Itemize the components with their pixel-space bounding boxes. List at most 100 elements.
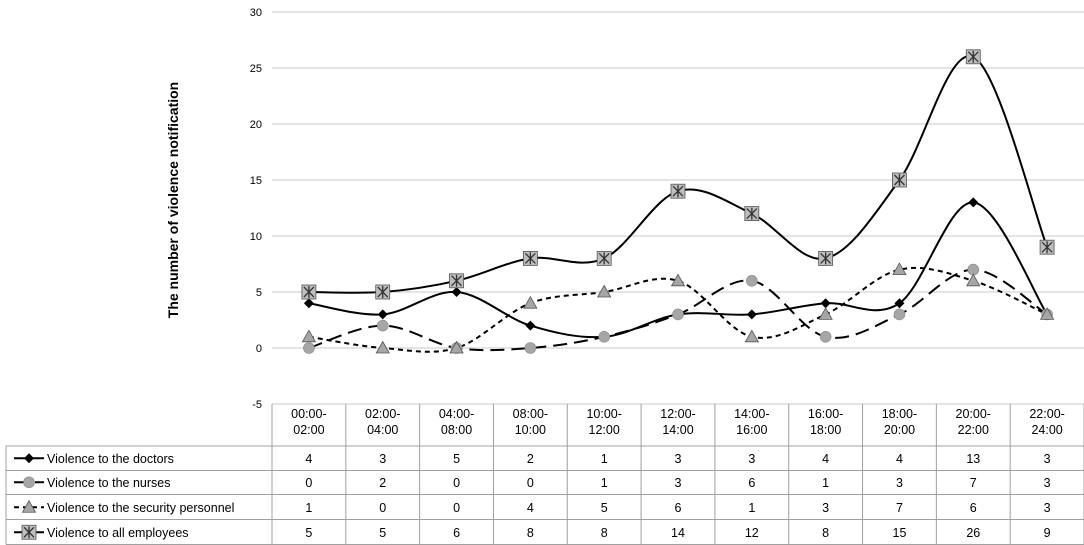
series-3-point-1-cross [377,286,389,298]
category-label-6-line2: 16:00 [736,423,767,437]
category-label-4-line2: 12:00 [589,423,620,437]
category-label-1-line2: 04:00 [367,423,398,437]
series-3-point-4 [596,250,612,266]
series-3-point-1 [375,284,391,300]
category-label-3: 08:00- 10:00 [513,407,548,437]
category-label-2-line2: 08:00 [441,423,472,437]
series-3-point-8 [892,172,907,188]
category-label-7: 16:00- 18:00 [808,407,843,437]
table-cell-3-4: 8 [601,526,608,540]
category-label-1: 02:00- 04:00 [365,407,400,437]
series-3-point-6 [744,206,760,222]
series-3-point-5-cross [672,185,684,198]
series-0-point-0 [303,298,314,309]
y-axis-label: The number of violence notification [165,82,181,318]
table-cell-1-8: 3 [896,476,903,490]
category-label-4-line1: 10:00- [586,407,621,421]
table-cell-0-6: 3 [748,452,755,466]
category-label-3-line1: 08:00- [513,407,548,421]
series-3-point-0-cross [303,286,315,298]
y-tick-label-10: 10 [250,231,262,243]
category-label-5: 12:00- 14:00 [660,407,695,437]
series-2-point-2 [449,340,464,354]
table-cell-1-7: 1 [822,476,829,490]
series-1-point-8 [893,308,906,321]
series-markers [301,49,1055,354]
series-line-0 [308,201,1048,339]
legend-marker-3 [21,524,37,540]
series-3-point-8-cross [893,174,905,186]
series-2-point-10 [1039,307,1055,320]
category-label-6-line1: 14:00- [734,407,769,421]
table-cell-2-9: 6 [970,501,977,515]
series-3-point-10 [1039,239,1055,255]
table-cell-2-8: 7 [896,501,903,515]
table-cell-0-3: 2 [527,452,534,466]
y-tick-label-20: 20 [250,119,262,131]
table-cell-2-2: 0 [453,501,460,515]
y-tick-label-30: 30 [250,7,262,19]
category-label-10-line2: 24:00 [1031,423,1062,437]
table-cell-2-7: 3 [822,501,829,515]
legend-entry-1: Violence to the nurses [14,476,170,490]
table-cell-3-8: 15 [893,526,907,540]
legend-label-2: Violence to the security personnel [47,501,234,515]
category-label-0-line1: 00:00- [291,407,326,421]
table-cell-3-2: 6 [453,526,460,540]
grid-lines [272,11,1084,405]
series-lines [308,55,1049,353]
table-cell-2-10: 3 [1044,501,1051,515]
table-cell-3-3: 8 [527,526,534,540]
category-label-1-line1: 02:00- [365,407,400,421]
category-label-3-line2: 10:00 [515,423,546,437]
series-2-point-4 [596,284,612,298]
legend-entry-0: Violence to the doctors [14,452,174,466]
table-cell-0-0: 4 [305,452,312,466]
series-2-point-3 [523,295,538,309]
table-cell-1-6: 6 [748,476,755,490]
series-1-point-1 [376,319,389,332]
category-label-5-line2: 14:00 [662,423,693,437]
series-3-point-9 [965,49,981,65]
series-3-point-7 [818,250,834,266]
table-cell-2-4: 5 [601,501,608,515]
series-2-point-1 [375,340,390,354]
category-label-10-line1: 22:00- [1029,407,1064,421]
table-cell-1-3: 0 [527,476,534,490]
series-1-point-9 [967,263,980,276]
table-cell-3-9: 26 [966,526,980,540]
category-label-9: 20:00- 22:00 [956,407,991,437]
legend-label-3: Violence to all employees [47,526,189,540]
series-3-point-10-cross [1041,241,1053,254]
series-3-point-9-cross [967,50,979,63]
category-label-0-line2: 02:00 [293,423,324,437]
table-cell-1-10: 3 [1044,476,1051,490]
series-2-point-6 [744,329,760,343]
y-tick-label-15: 15 [250,175,262,187]
table-cell-3-7: 8 [822,526,829,540]
table-cell-1-2: 0 [453,476,460,490]
series-2-point-8 [892,262,907,275]
table-cell-2-0: 1 [305,501,312,515]
table-cell-0-1: 3 [379,452,386,466]
y-tick-label-5: 5 [256,287,262,299]
series-2-point-0 [301,329,317,343]
series-1-point-0 [303,342,315,354]
category-label-9-line1: 20:00- [956,407,991,421]
series-0-point-7 [820,298,831,309]
series-0-point-1 [377,309,388,320]
category-label-6: 14:00- 16:00 [734,407,769,437]
series-3-point-6-cross [746,207,758,220]
legend-marker-2 [21,499,37,513]
table-cell-3-0: 5 [305,526,312,540]
table-cell-1-5: 3 [675,476,682,490]
series-3-point-2-cross [451,274,463,287]
category-label-5-line1: 12:00- [660,407,695,421]
series-3-point-0 [301,284,317,300]
category-label-9-line2: 22:00 [958,423,989,437]
series-3-point-2 [449,273,464,289]
table-cell-3-5: 14 [671,526,685,540]
table-cell-0-10: 3 [1044,452,1051,466]
table-cell-0-7: 4 [822,452,829,466]
